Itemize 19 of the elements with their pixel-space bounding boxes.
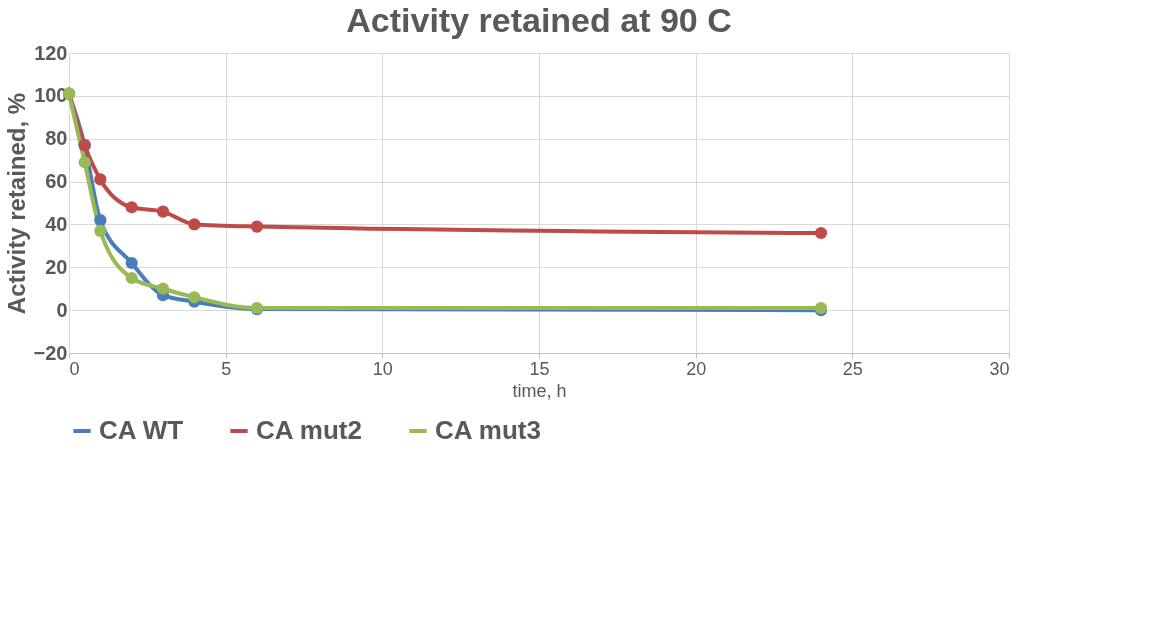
x-tick-label: 30 (989, 358, 1010, 379)
y-tick-label: 0 (56, 298, 68, 321)
legend-label: CA WT (99, 415, 184, 445)
legend-label: CA mut2 (256, 415, 362, 445)
x-tick-label: 10 (372, 358, 393, 379)
y-tick-label: 40 (45, 212, 68, 235)
x-tick-label: 5 (221, 358, 232, 379)
chart-title: Activity retained at 90 C (346, 1, 732, 39)
legend-label: CA mut3 (435, 415, 541, 445)
y-tick-label: 20 (45, 255, 68, 278)
y-tick-label: −20 (33, 341, 68, 364)
y-tick-label: 120 (34, 41, 68, 64)
y-tick-label: 60 (45, 170, 68, 193)
x-tick-label: 25 (842, 358, 863, 379)
x-tick-label: 15 (529, 358, 550, 379)
y-axis-title: Activity retained, % (2, 92, 30, 315)
x-tick-label: 20 (686, 358, 707, 379)
x-axis-title: time, h (512, 380, 567, 401)
y-tick-label: 80 (45, 127, 68, 150)
